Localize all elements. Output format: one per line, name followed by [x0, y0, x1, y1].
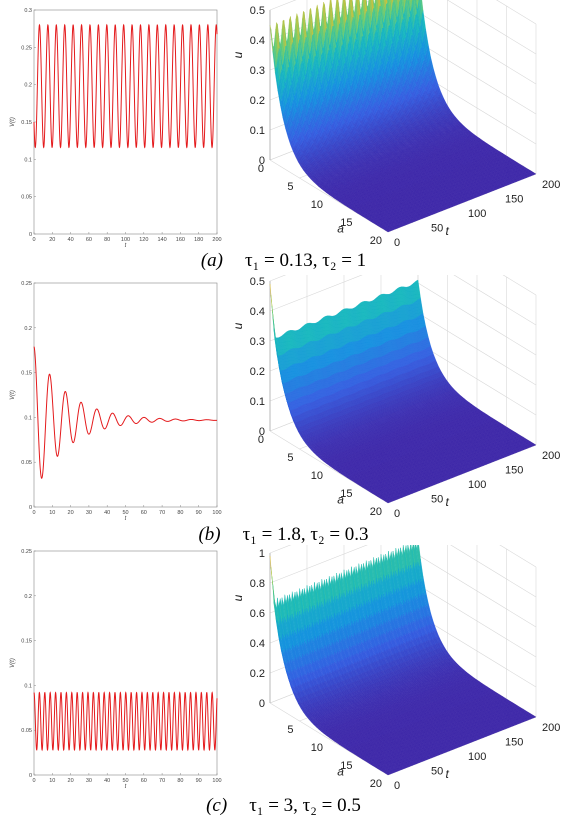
- x-tick-label: 180: [194, 237, 203, 243]
- panel-a: 0 20 40 60 80 100 120 140 160 180 200 0 0.05 0.1 0.15 0…: [10, 0, 560, 249]
- y-tick-label: 0.2: [24, 83, 32, 89]
- x-tick-label: 100: [121, 237, 130, 243]
- x-tick-label: 40: [68, 237, 74, 243]
- y-tick-label: 0.3: [24, 8, 32, 14]
- x-tick-label: 200: [212, 237, 221, 243]
- y-axis-label: V(t): [10, 117, 16, 127]
- y-tick-label: 0: [29, 232, 32, 238]
- x-tick-label: 120: [139, 237, 148, 243]
- line-plot-a: 0 20 40 60 80 100 120 140 160 180 200 0 0.05 0.1 0.15 0…: [10, 8, 222, 249]
- grid-line: [496, 0, 537, 25]
- x-axis-label: t: [125, 243, 127, 249]
- x-tick-label: 60: [86, 237, 92, 243]
- x-tick-label: 0: [32, 237, 35, 243]
- y-tick-label: 0.15: [21, 120, 32, 126]
- y-tick-label: 0.05: [21, 195, 32, 201]
- y-tick-label: 0.25: [21, 45, 32, 51]
- series-line: [33, 23, 218, 149]
- x-tick-label: 20: [49, 237, 55, 243]
- x-tick-label: 160: [176, 237, 185, 243]
- x-tick-label: 80: [104, 237, 110, 243]
- x-tick-label: 140: [158, 237, 167, 243]
- grid-line: [269, 0, 297, 11]
- y-tick-label: 0.1: [24, 157, 32, 163]
